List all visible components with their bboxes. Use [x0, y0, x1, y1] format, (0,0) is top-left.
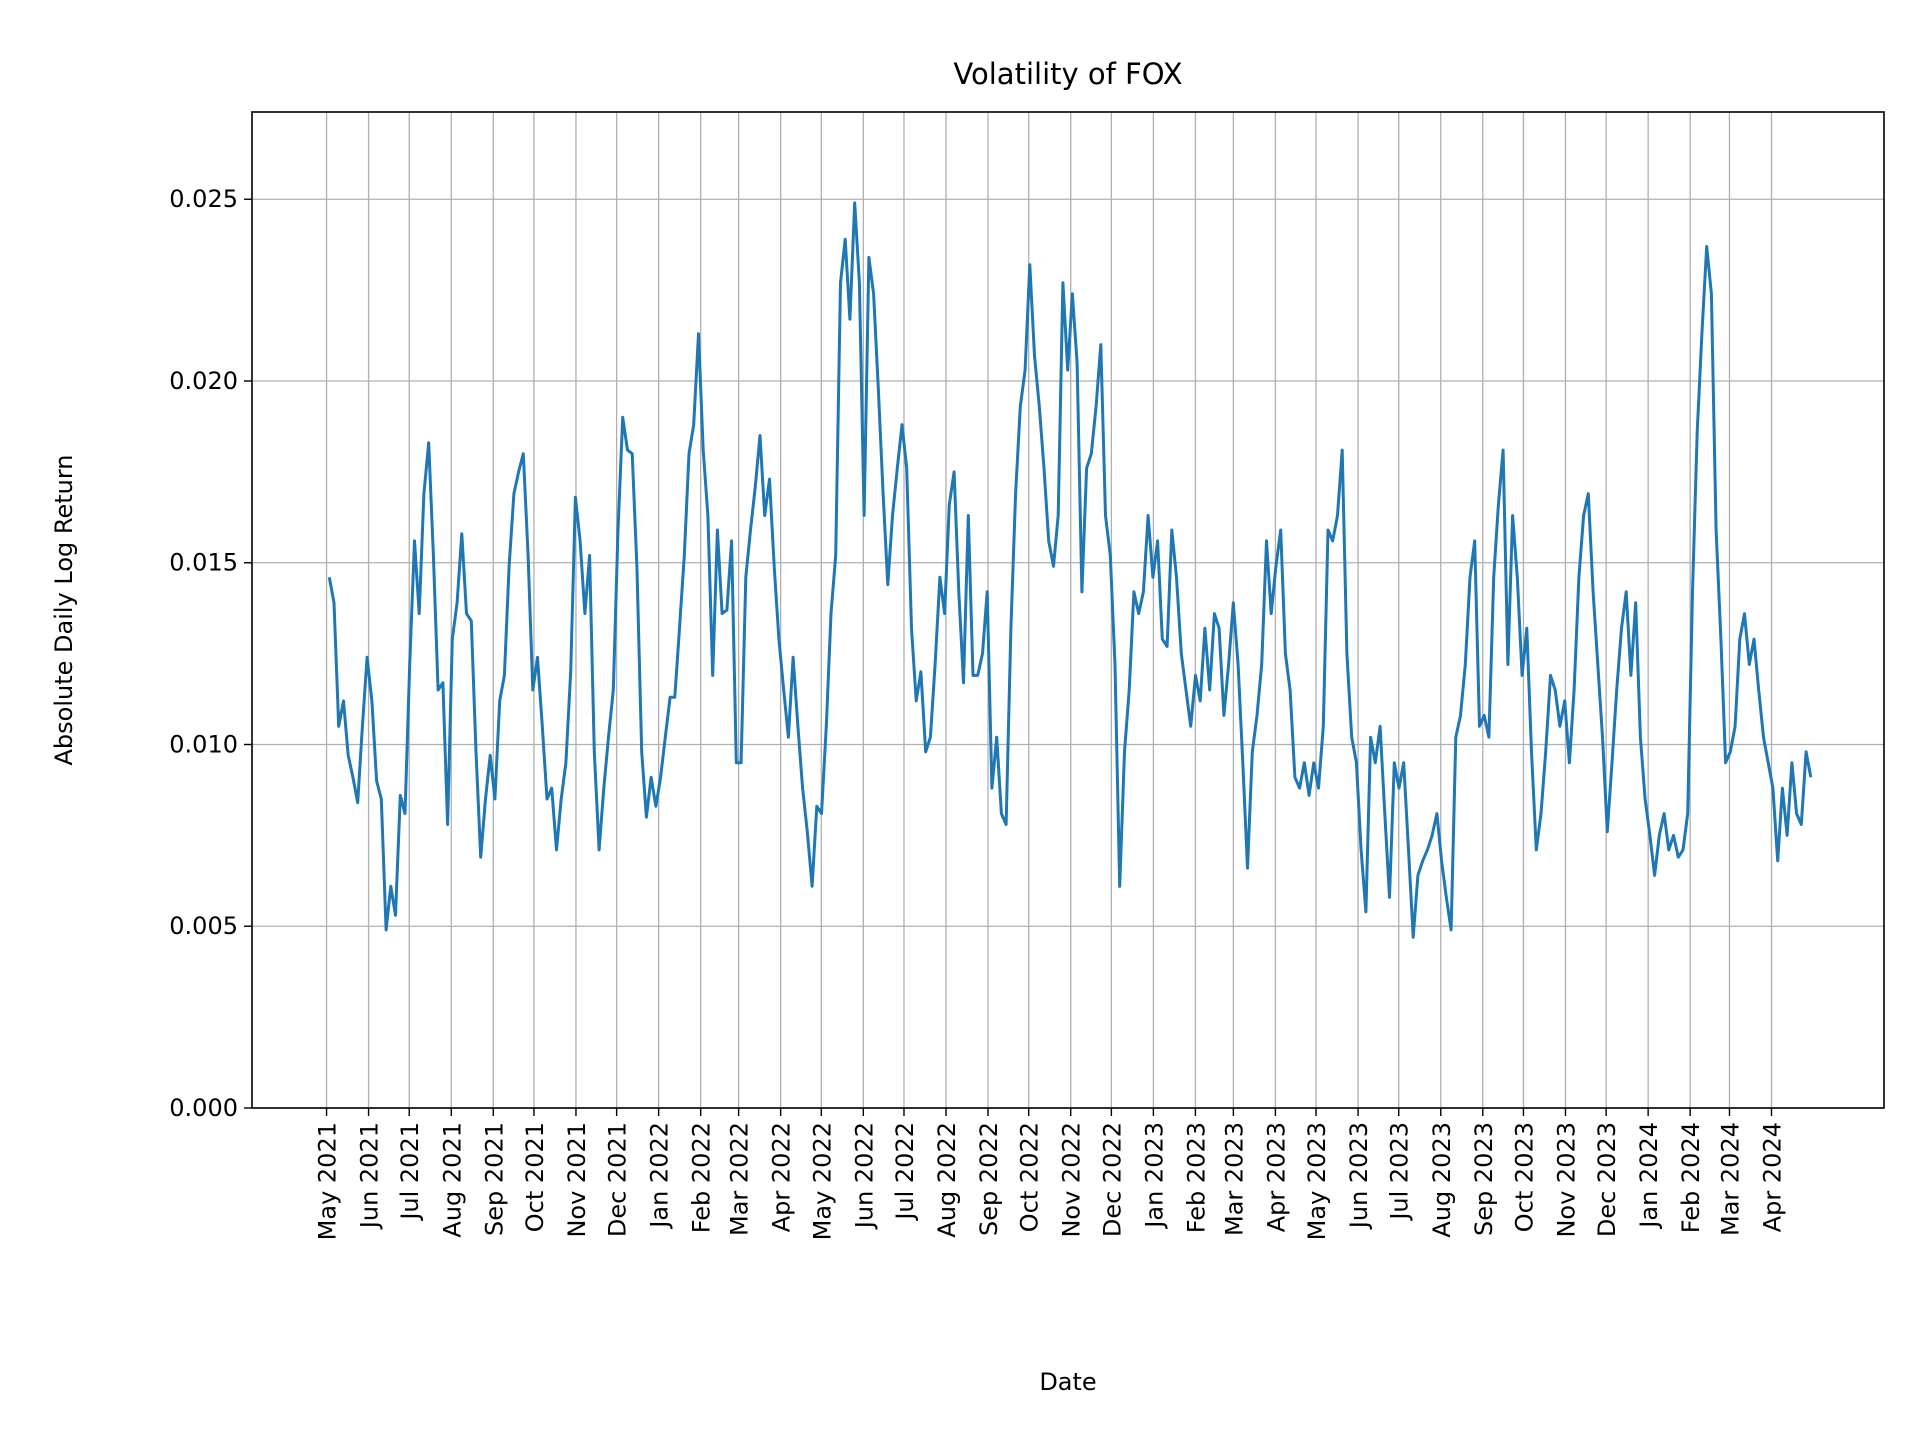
x-axis: May 2021 Jun 2021 Jul 2021 Aug 2021 Sep 2021… — [314, 1108, 1786, 1240]
x-tick-label: Jan 2022 — [646, 1122, 674, 1230]
x-tick-label: Nov 2022 — [1058, 1122, 1086, 1238]
x-tick-label: Jun 2023 — [1345, 1122, 1373, 1230]
y-tick-label: 0.025 — [169, 185, 238, 213]
x-tick-label: Jan 2024 — [1635, 1122, 1663, 1230]
x-tick-label: Feb 2022 — [688, 1122, 716, 1233]
y-tick-label: 0.015 — [169, 549, 238, 577]
x-tick-label: Sep 2021 — [480, 1122, 508, 1236]
x-tick-label: Jul 2022 — [891, 1122, 919, 1222]
x-tick-label: Aug 2021 — [438, 1122, 466, 1238]
x-axis-label: Date — [1039, 1368, 1096, 1396]
x-tick-label: Feb 2023 — [1182, 1122, 1210, 1233]
x-tick-label: May 2022 — [808, 1122, 836, 1240]
x-tick-label: Apr 2024 — [1758, 1122, 1786, 1232]
x-tick-label: Jun 2021 — [356, 1122, 384, 1230]
x-tick-label: Mar 2023 — [1220, 1122, 1248, 1236]
x-tick-label: Aug 2023 — [1428, 1122, 1456, 1238]
x-tick-label: Jul 2021 — [396, 1122, 424, 1222]
x-tick-label: Oct 2023 — [1510, 1122, 1538, 1232]
x-tick-label: May 2023 — [1303, 1122, 1331, 1240]
x-tick-label: Sep 2023 — [1470, 1122, 1498, 1236]
y-tick-label: 0.010 — [169, 730, 238, 758]
x-tick-label: Nov 2023 — [1552, 1122, 1580, 1238]
x-tick-label: Mar 2024 — [1716, 1122, 1744, 1236]
grid — [252, 112, 1884, 1109]
x-tick-label: Jun 2022 — [850, 1122, 878, 1230]
x-tick-label: Apr 2022 — [768, 1122, 796, 1232]
y-axis: 0.000 0.005 0.010 0.015 0.020 0.025 — [169, 185, 252, 1122]
x-tick-label: Jul 2023 — [1386, 1122, 1414, 1222]
y-tick-label: 0.000 — [169, 1094, 238, 1122]
x-tick-label: Sep 2022 — [975, 1122, 1003, 1236]
series-line — [327, 201, 1813, 939]
plot-frame — [251, 111, 1885, 1109]
x-tick-label: Oct 2021 — [521, 1122, 549, 1232]
x-tick-label: Feb 2024 — [1677, 1122, 1705, 1233]
chart-title: Volatility of FOX — [953, 57, 1182, 91]
y-tick-label: 0.005 — [169, 912, 238, 940]
x-tick-label: Apr 2023 — [1262, 1122, 1290, 1232]
y-tick-label: 0.020 — [169, 367, 238, 395]
x-tick-label: Jan 2023 — [1140, 1122, 1168, 1230]
x-tick-label: Dec 2023 — [1593, 1122, 1621, 1237]
x-tick-label: Nov 2021 — [563, 1122, 591, 1238]
x-tick-label: May 2021 — [314, 1122, 342, 1240]
x-tick-label: Dec 2021 — [604, 1122, 632, 1237]
x-tick-label: Mar 2022 — [726, 1122, 754, 1236]
y-axis-label: Absolute Daily Log Return — [50, 454, 78, 765]
x-tick-label: Oct 2022 — [1016, 1122, 1044, 1232]
x-tick-label: Aug 2022 — [933, 1122, 961, 1238]
x-tick-label: Dec 2022 — [1098, 1122, 1126, 1237]
